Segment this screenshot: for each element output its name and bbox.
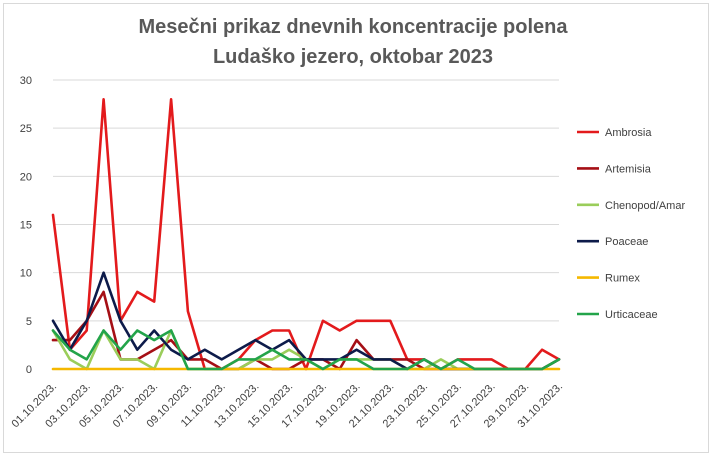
series-line-ambrosia [51, 98, 561, 371]
y-tick-label: 5 [26, 316, 32, 328]
legend-label: Rumex [605, 273, 640, 285]
legend-label: Chenopod/Amar [605, 200, 685, 212]
y-tick-label: 15 [20, 220, 32, 232]
y-axis: 0 5 10 15 20 25 30 [20, 75, 32, 376]
legend-label: Urticaceae [605, 309, 658, 321]
legend-label: Ambrosia [605, 127, 652, 139]
y-tick-label: 20 [20, 171, 32, 183]
legend-label: Artemisia [605, 163, 652, 175]
x-axis: 01.10.2023.03.10.2023.05.10.2023.07.10.2… [10, 381, 566, 431]
series-lines [51, 98, 561, 371]
y-tick-label: 10 [20, 268, 32, 280]
y-tick-label: 0 [26, 364, 32, 376]
gridlines [53, 79, 559, 370]
chart-title-line-1: Mesečni prikaz dnevnih koncentracije pol… [138, 16, 568, 38]
chart-title: Mesečni prikaz dnevnih koncentracije pol… [138, 16, 568, 68]
y-tick-label: 25 [20, 123, 32, 135]
y-tick-label: 30 [20, 75, 32, 87]
chart-title-line-2: Ludaško jezero, oktobar 2023 [213, 46, 493, 68]
legend: Ambrosia Artemisia Chenopod/Amar Poaceae Rum… [577, 127, 685, 321]
series-line-urticaceae [51, 329, 561, 371]
legend-label: Poaceae [605, 236, 648, 248]
chart-frame [3, 3, 709, 453]
